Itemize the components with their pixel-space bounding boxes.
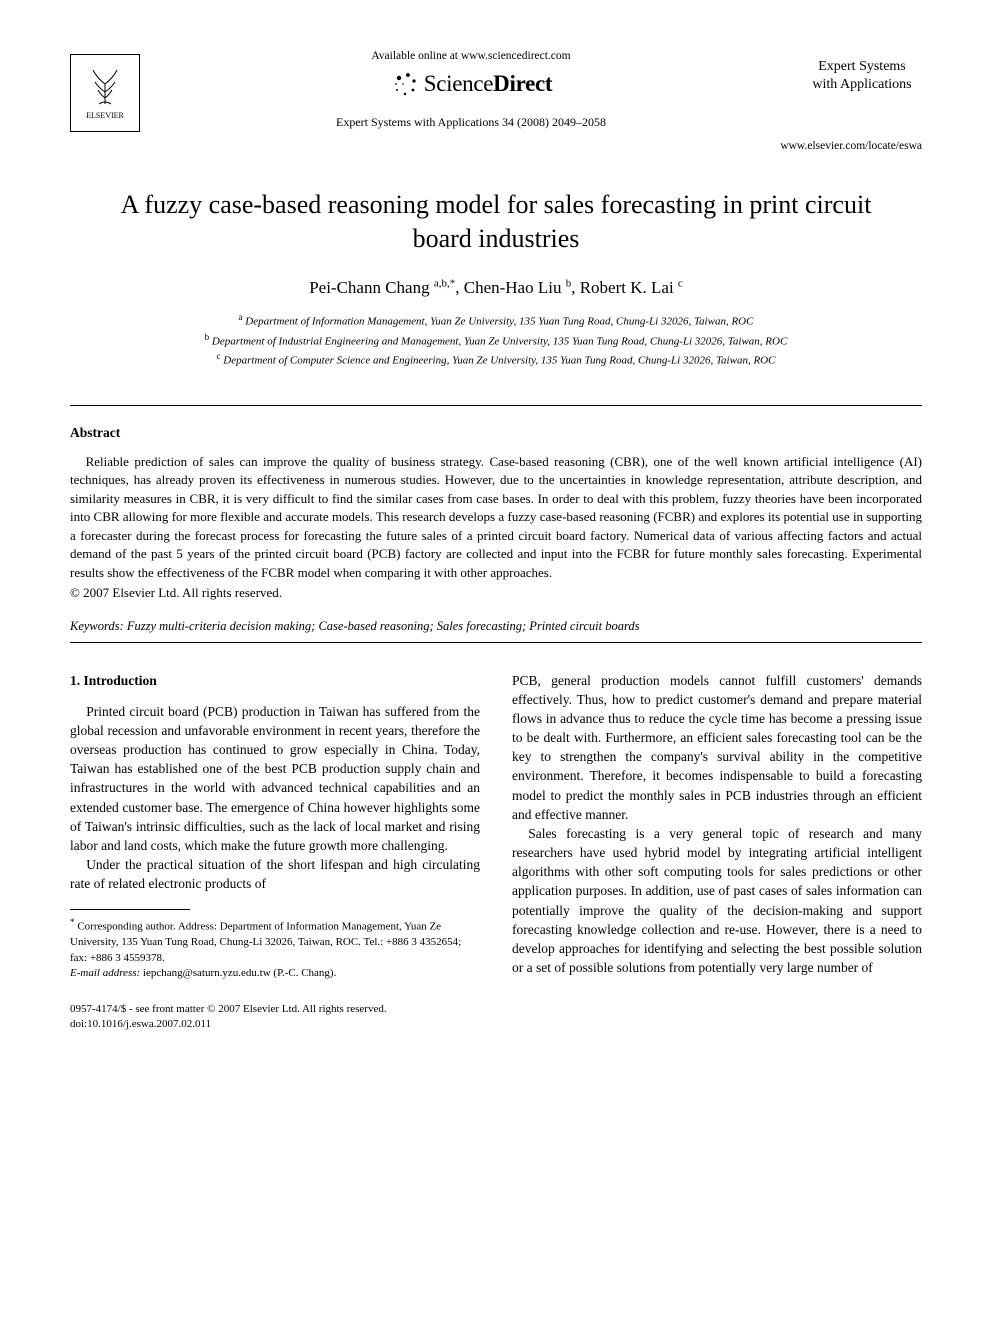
intro-paragraph-4: Sales forecasting is a very general topi… bbox=[512, 824, 922, 977]
journal-logo-line2: with Applications bbox=[802, 76, 922, 94]
sciencedirect-direct: Direct bbox=[493, 71, 552, 96]
affiliation-b: b Department of Industrial Engineering a… bbox=[70, 331, 922, 350]
corresponding-email[interactable]: iepchang@saturn.yzu.edu.tw bbox=[143, 967, 271, 979]
keywords-text: Fuzzy multi-criteria decision making; Ca… bbox=[127, 619, 640, 633]
header-center: Available online at www.sciencedirect.co… bbox=[140, 48, 802, 131]
right-column: PCB, general production models cannot fu… bbox=[512, 671, 922, 1033]
sciencedirect-science: Science bbox=[424, 71, 493, 96]
rule-below-keywords bbox=[70, 642, 922, 643]
email-line: E-mail address: iepchang@saturn.yzu.edu.… bbox=[70, 966, 480, 981]
journal-logo-line1: Expert Systems bbox=[802, 58, 922, 76]
locate-url: www.elsevier.com/locate/eswa bbox=[70, 138, 922, 154]
keywords-line: Keywords: Fuzzy multi-criteria decision … bbox=[70, 618, 922, 636]
keywords-label: Keywords: bbox=[70, 619, 124, 633]
footnotes: * Corresponding author. Address: Departm… bbox=[70, 916, 480, 981]
footnote-rule bbox=[70, 909, 190, 910]
corresponding-author-note: * Corresponding author. Address: Departm… bbox=[70, 916, 480, 966]
sciencedirect-wordmark: ScienceDirect bbox=[424, 68, 553, 100]
front-matter-footer: 0957-4174/$ - see front matter © 2007 El… bbox=[70, 1002, 480, 1033]
journal-logo: Expert Systems with Applications bbox=[802, 48, 922, 93]
publisher-logo: ELSEVIER bbox=[70, 54, 140, 132]
abstract-copyright: © 2007 Elsevier Ltd. All rights reserved… bbox=[70, 584, 922, 602]
article-header: ELSEVIER Available online at www.science… bbox=[70, 48, 922, 132]
email-label: E-mail address: bbox=[70, 967, 140, 979]
left-column: 1. Introduction Printed circuit board (P… bbox=[70, 671, 480, 1033]
intro-paragraph-1: Printed circuit board (PCB) production i… bbox=[70, 702, 480, 855]
article-title: A fuzzy case-based reasoning model for s… bbox=[100, 188, 892, 256]
abstract-heading: Abstract bbox=[70, 424, 922, 443]
sciencedirect-swirl-icon bbox=[390, 69, 420, 99]
rule-above-abstract bbox=[70, 405, 922, 406]
body-columns: 1. Introduction Printed circuit board (P… bbox=[70, 671, 922, 1033]
intro-paragraph-3: PCB, general production models cannot fu… bbox=[512, 671, 922, 824]
affiliations: a Department of Information Management, … bbox=[70, 311, 922, 368]
sciencedirect-logo: ScienceDirect bbox=[390, 68, 553, 100]
affiliation-a: a Department of Information Management, … bbox=[70, 311, 922, 330]
available-online-text: Available online at www.sciencedirect.co… bbox=[156, 48, 786, 64]
section-heading-1: 1. Introduction bbox=[70, 671, 480, 690]
abstract-body: Reliable prediction of sales can improve… bbox=[70, 453, 922, 582]
email-suffix: (P.-C. Chang). bbox=[273, 967, 336, 979]
journal-reference: Expert Systems with Applications 34 (200… bbox=[156, 114, 786, 131]
doi-line: doi:10.1016/j.eswa.2007.02.011 bbox=[70, 1017, 480, 1033]
issn-line: 0957-4174/$ - see front matter © 2007 El… bbox=[70, 1002, 480, 1018]
authors-line: Pei-Chann Chang a,b,*, Chen-Hao Liu b, R… bbox=[70, 276, 922, 300]
elsevier-tree-icon bbox=[83, 64, 127, 108]
publisher-logo-label: ELSEVIER bbox=[86, 110, 124, 121]
intro-paragraph-2: Under the practical situation of the sho… bbox=[70, 855, 480, 893]
affiliation-c: c Department of Computer Science and Eng… bbox=[70, 350, 922, 369]
